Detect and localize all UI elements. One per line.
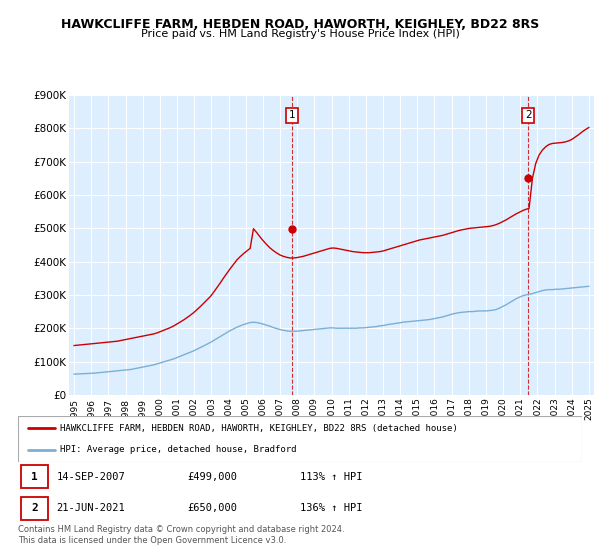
Text: 113% ↑ HPI: 113% ↑ HPI [300,472,362,482]
Text: 2: 2 [525,110,532,120]
Text: Price paid vs. HM Land Registry's House Price Index (HPI): Price paid vs. HM Land Registry's House … [140,29,460,39]
Bar [21,465,48,488]
Text: HAWKCLIFFE FARM, HEBDEN ROAD, HAWORTH, KEIGHLEY, BD22 8RS (detached house): HAWKCLIFFE FARM, HEBDEN ROAD, HAWORTH, K… [60,424,458,433]
Text: 2: 2 [31,503,38,514]
Text: 136% ↑ HPI: 136% ↑ HPI [300,503,362,514]
Text: 1: 1 [289,110,295,120]
Text: 14-SEP-2007: 14-SEP-2007 [56,472,125,482]
Text: HAWKCLIFFE FARM, HEBDEN ROAD, HAWORTH, KEIGHLEY, BD22 8RS: HAWKCLIFFE FARM, HEBDEN ROAD, HAWORTH, K… [61,18,539,31]
Bar [21,497,48,520]
Text: Contains HM Land Registry data © Crown copyright and database right 2024.
This d: Contains HM Land Registry data © Crown c… [18,525,344,545]
Text: HPI: Average price, detached house, Bradford: HPI: Average price, detached house, Brad… [60,445,297,454]
Text: £499,000: £499,000 [187,472,237,482]
Text: 1: 1 [31,472,38,482]
Text: 21-JUN-2021: 21-JUN-2021 [56,503,125,514]
Text: £650,000: £650,000 [187,503,237,514]
